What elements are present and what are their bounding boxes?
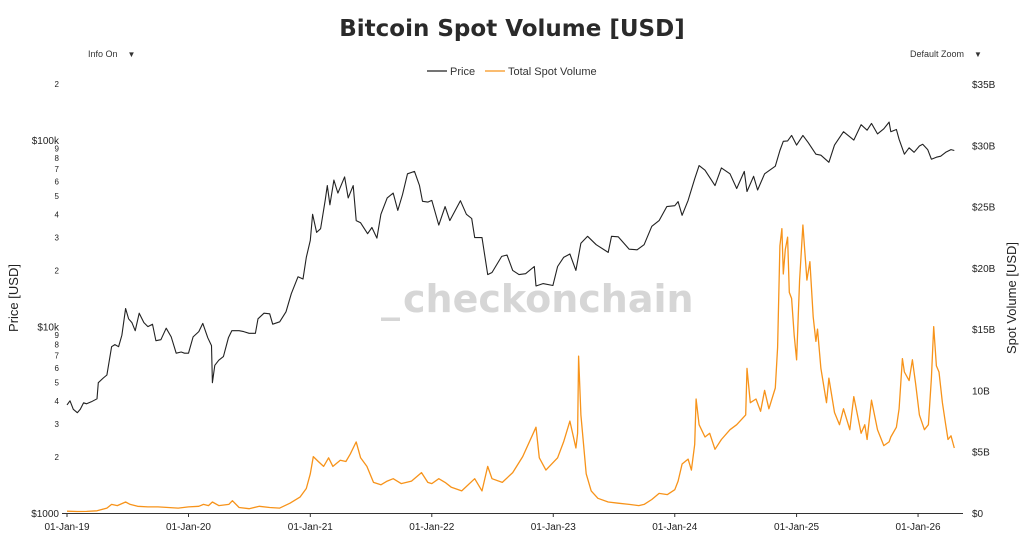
x-tick-label: 01-Jan-19	[44, 522, 89, 533]
y2-tick-label: $25B	[972, 203, 996, 214]
watermark: _ checkonchain	[381, 277, 694, 321]
volume-series-line	[66, 224, 955, 513]
y-minor-tick-label: 7	[55, 165, 60, 174]
x-axis: 01-Jan-19 01-Jan-20 01-Jan-21 01-Jan-22 01-J…	[44, 513, 963, 533]
y-minor-tick-label: 6	[55, 364, 60, 373]
y-tick-label: $100k	[32, 136, 60, 147]
x-tick-label: 01-Jan-23	[531, 522, 576, 533]
y2-tick-label: $35B	[972, 80, 996, 91]
y2-tick-label: $0	[972, 509, 984, 520]
y-minor-tick-label: 5	[55, 192, 60, 201]
y2-tick-label: $5B	[972, 448, 990, 459]
y-minor-tick-label: 8	[55, 341, 60, 350]
y-tick-label: $1000	[31, 509, 59, 520]
y-minor-tick-label: 2	[55, 80, 60, 89]
legend-volume-label[interactable]: Total Spot Volume	[508, 66, 597, 78]
y2-tick-label: $15B	[972, 325, 996, 336]
y-minor-tick-label: 3	[55, 420, 60, 429]
price-series-line	[66, 121, 955, 414]
y-minor-tick-label: 9	[55, 331, 60, 340]
chart-title: Bitcoin Spot Volume [USD]	[339, 16, 685, 42]
x-tick-label: 01-Jan-24	[652, 522, 697, 533]
watermark-underscore: _	[381, 277, 400, 321]
y-minor-tick-label: 4	[55, 210, 60, 219]
y-tick-label: $10k	[37, 323, 60, 334]
zoom-dropdown-label: Default Zoom	[910, 49, 965, 59]
y-minor-tick-label: 3	[55, 234, 60, 243]
chevron-down-icon: ▼	[974, 50, 982, 59]
legend-price-label[interactable]: Price	[450, 66, 475, 78]
y-minor-tick-label: 4	[55, 397, 60, 406]
x-tick-label: 01-Jan-22	[409, 522, 454, 533]
chevron-down-icon: ▼	[127, 50, 136, 59]
x-tick-label: 01-Jan-21	[288, 522, 333, 533]
y-axis-title: Price [USD]	[6, 264, 21, 332]
zoom-dropdown[interactable]: Default Zoom ▼	[910, 49, 982, 59]
y-minor-tick-label: 7	[55, 351, 60, 360]
x-tick-label: 01-Jan-25	[774, 522, 819, 533]
y2-tick-label: $30B	[972, 141, 996, 152]
x-tick-label: 01-Jan-26	[896, 522, 941, 533]
y2-tick-label: $20B	[972, 264, 996, 275]
y-minor-tick-label: 2	[55, 266, 60, 275]
info-toggle-dropdown[interactable]: Info On ▼	[88, 49, 135, 59]
y-minor-tick-label: 8	[55, 154, 60, 163]
y2-axis-title: Spot Volume [USD]	[1004, 242, 1019, 354]
legend: Price Total Spot Volume	[427, 66, 597, 78]
y-minor-tick-label: 5	[55, 379, 60, 388]
x-tick-label: 01-Jan-20	[166, 522, 211, 533]
y2-tick-label: 10B	[972, 386, 990, 397]
plot-area	[66, 121, 955, 513]
y-minor-tick-label: 2	[55, 453, 60, 462]
y2-axis: $0 $5B 10B $15B $20B $25B $30B $35B	[972, 80, 996, 520]
watermark-text: checkonchain	[403, 277, 694, 321]
info-toggle-label: Info On	[88, 49, 118, 59]
y-minor-tick-label: 9	[55, 145, 60, 154]
y-minor-tick-label: 6	[55, 177, 60, 186]
